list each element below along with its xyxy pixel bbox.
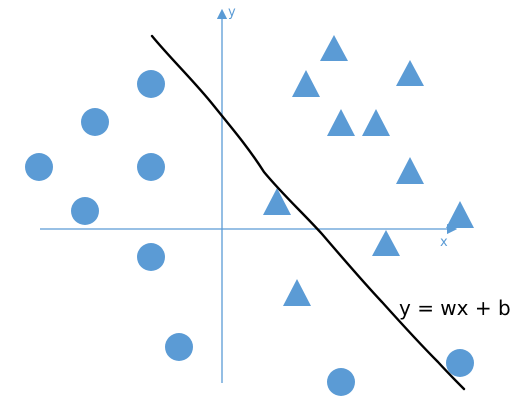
circle-marker	[137, 243, 165, 271]
triangle-marker	[283, 279, 311, 306]
triangle-marker	[320, 35, 348, 61]
circle-marker	[25, 153, 53, 181]
circle-marker	[165, 333, 193, 361]
triangle-marker	[292, 70, 320, 97]
equation-label: y = wx + b	[399, 296, 511, 320]
circle-marker	[81, 108, 109, 136]
circle-class-group	[25, 70, 474, 396]
triangle-marker	[327, 109, 355, 136]
decision-boundary-line	[150, 34, 466, 391]
x-axis-label: x	[440, 235, 448, 250]
circle-marker	[137, 70, 165, 98]
y-axis-label: y	[228, 5, 236, 20]
triangle-marker	[362, 109, 390, 136]
triangle-marker	[446, 201, 474, 228]
triangle-marker	[396, 157, 424, 184]
circle-marker	[137, 153, 165, 181]
triangle-marker	[396, 60, 424, 86]
circle-marker	[71, 197, 99, 225]
triangle-marker	[263, 188, 291, 215]
circle-marker	[446, 349, 474, 377]
circle-marker	[327, 368, 355, 396]
triangle-class-group	[263, 35, 474, 306]
triangle-marker	[372, 230, 400, 256]
